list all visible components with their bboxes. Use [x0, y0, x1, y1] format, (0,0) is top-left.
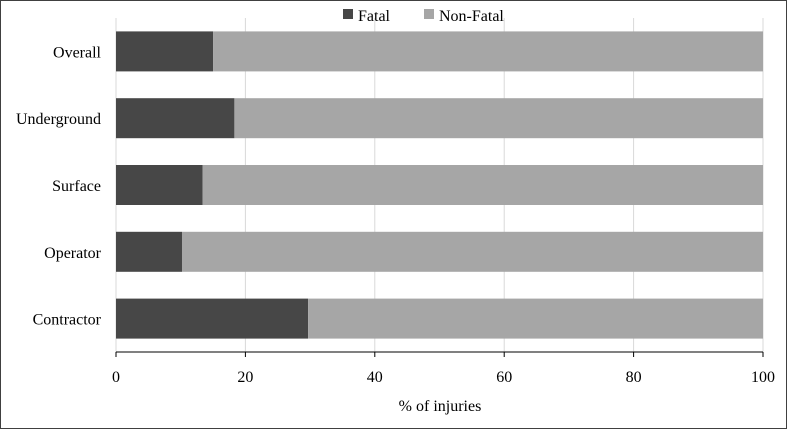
bar-overall-non-fatal: [213, 31, 764, 72]
x-tick-label-60: 60: [496, 369, 512, 386]
category-label-surface: Surface: [52, 178, 101, 195]
bar-underground-fatal: [116, 98, 235, 139]
bar-surface-fatal: [116, 165, 203, 205]
bar-overall-fatal: [116, 31, 214, 72]
x-tick-label-100: 100: [751, 369, 775, 386]
x-axis: 0 20 40 60 80 100: [112, 351, 775, 386]
category-label-operator: Operator: [44, 245, 102, 262]
x-axis-title: % of injuries: [399, 398, 482, 415]
category-label-overall: Overall: [53, 44, 102, 61]
bar-underground-non-fatal: [234, 98, 763, 139]
bars: [116, 31, 764, 339]
x-tick-label-20: 20: [237, 369, 253, 386]
x-tick-label-0: 0: [112, 369, 120, 386]
category-label-underground: Underground: [16, 111, 101, 128]
bar-contractor-non-fatal: [308, 298, 763, 339]
category-labels: Overall Underground Surface Operator Contrac…: [16, 44, 102, 328]
bar-contractor-fatal: [116, 298, 309, 339]
legend-label-non-fatal: Non-Fatal: [439, 8, 504, 25]
category-label-contractor: Contractor: [33, 312, 102, 329]
x-tick-label-40: 40: [367, 369, 383, 386]
x-tick-label-80: 80: [626, 369, 642, 386]
bar-operator-non-fatal: [181, 231, 763, 272]
legend: Fatal Non-Fatal: [343, 8, 504, 25]
legend-label-fatal: Fatal: [358, 8, 391, 25]
bar-operator-fatal: [116, 231, 182, 272]
legend-swatch-non-fatal: [424, 9, 434, 19]
legend-swatch-fatal: [343, 9, 353, 19]
bar-surface-non-fatal: [202, 165, 763, 205]
